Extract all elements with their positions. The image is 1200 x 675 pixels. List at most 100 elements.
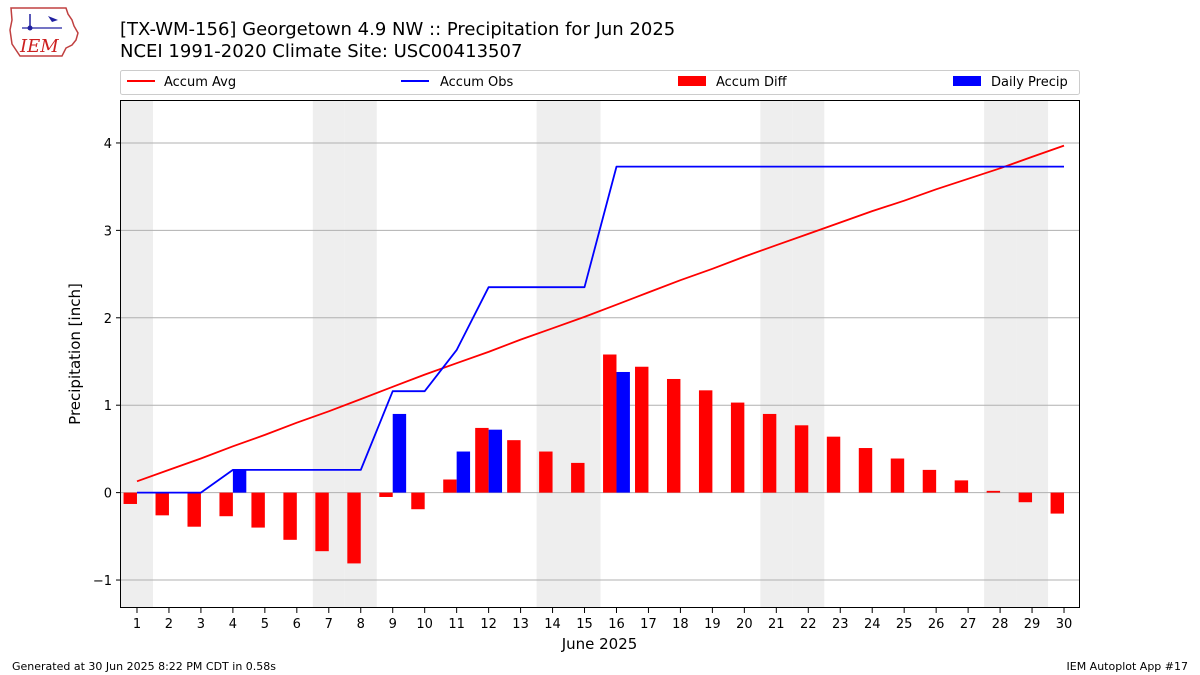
y-axis-ticks: −1 0 1 2 3 4: [93, 137, 121, 589]
accum-diff-bar-day-11: [443, 479, 457, 493]
x-tick-label-20: 20: [736, 617, 753, 632]
accum-diff-bar-day-5: [251, 492, 265, 528]
accum-diff-bar-day-26: [922, 469, 937, 493]
x-tick-label-28: 28: [992, 617, 1009, 632]
accum-diff-bar-day-13: [507, 440, 521, 493]
x-tick-label-16: 16: [608, 617, 625, 632]
daily-precip-bar-day-16: [616, 371, 630, 493]
bars: [123, 354, 1065, 564]
x-tick-label-9: 9: [389, 617, 397, 632]
legend-label-accum-diff: Accum Diff: [716, 75, 788, 90]
x-tick-label-26: 26: [928, 617, 945, 632]
x-tick-label-14: 14: [544, 617, 561, 632]
legend-label-accum-avg: Accum Avg: [164, 75, 236, 90]
accum-diff-bar-day-2: [155, 492, 169, 516]
y-tick-label-1: 0: [104, 487, 112, 502]
daily-precip-bar-day-11: [456, 451, 471, 493]
x-axis-ticks: 1 2 3 4 5 6 7 8 9 10 11 12 13 14 15 16 17 18 19 20 21 22 23 24 2…: [133, 608, 1072, 632]
accum-diff-bar-day-25: [890, 458, 905, 493]
accum-diff-bar-day-10: [411, 492, 425, 510]
accum-diff-bar-day-21: [762, 413, 777, 493]
accum-diff-bar-day-9: [379, 492, 393, 497]
daily-precip-bar-day-9: [392, 413, 407, 493]
lines: [136, 144, 1065, 494]
x-tick-label-29: 29: [1024, 617, 1041, 632]
accum-diff-bar-day-15: [571, 462, 585, 493]
weekend-band-day-15: [568, 101, 601, 608]
x-tick-label-6: 6: [293, 617, 301, 632]
accum-diff-bar-day-17: [635, 366, 649, 493]
accum-diff-bar-day-8: [347, 492, 361, 564]
accum-diff-bar-day-7: [315, 492, 329, 552]
accum-diff-bar-day-14: [539, 451, 553, 493]
weekend-band-day-21: [760, 101, 793, 608]
x-tick-label-22: 22: [800, 617, 817, 632]
accum-avg-line: [136, 144, 1065, 483]
y-gridlines: [121, 142, 1080, 581]
accum-diff-bar-day-20: [730, 402, 745, 493]
y-tick-label-0: −1: [93, 574, 112, 589]
accum-diff-bar-day-29: [1018, 492, 1033, 503]
weekend-band-day-1: [121, 101, 153, 608]
x-tick-label-13: 13: [512, 617, 529, 632]
legend-swatch-daily-precip: [953, 76, 981, 86]
x-tick-label-7: 7: [325, 617, 333, 632]
accum-diff-bar-day-27: [954, 480, 969, 493]
x-tick-label-21: 21: [768, 617, 785, 632]
x-tick-label-23: 23: [832, 617, 849, 632]
accum-diff-bar-day-1: [123, 492, 137, 504]
daily-precip-bar-day-4: [232, 469, 247, 493]
x-tick-label-10: 10: [416, 617, 433, 632]
weekend-shading: [121, 101, 1049, 608]
x-tick-label-24: 24: [864, 617, 881, 632]
y-tick-label-3: 2: [104, 312, 112, 327]
x-tick-label-19: 19: [704, 617, 721, 632]
accum-diff-bar-day-28: [986, 490, 1001, 493]
y-axis-label: Precipitation [inch]: [66, 283, 84, 425]
weekend-band-day-14: [536, 101, 569, 608]
accum-diff-bar-day-4: [219, 492, 233, 517]
accum-diff-bar-day-22: [794, 425, 809, 493]
legend-swatch-accum-diff: [678, 76, 706, 86]
weekend-band-day-29: [1016, 101, 1049, 608]
iem-logo: IEM: [9, 7, 79, 57]
weekend-band-day-22: [792, 101, 825, 608]
x-tick-label-15: 15: [576, 617, 593, 632]
accum-diff-bar-day-3: [187, 492, 201, 527]
x-tick-label-12: 12: [480, 617, 497, 632]
accum-diff-bar-day-6: [283, 492, 297, 540]
x-tick-label-27: 27: [960, 617, 977, 632]
plot-frame: [120, 100, 1080, 608]
x-tick-label-1: 1: [133, 617, 141, 632]
x-tick-label-3: 3: [197, 617, 205, 632]
chart-title: [TX-WM-156] Georgetown 4.9 NW :: Precipi…: [120, 19, 675, 40]
x-tick-label-17: 17: [640, 617, 657, 632]
y-tick-label-4: 3: [104, 224, 112, 239]
x-tick-label-25: 25: [896, 617, 913, 632]
x-tick-label-4: 4: [229, 617, 237, 632]
accum-diff-bar-day-19: [698, 390, 713, 493]
x-tick-label-18: 18: [672, 617, 689, 632]
y-tick-label-2: 1: [104, 399, 112, 414]
x-tick-label-8: 8: [357, 617, 365, 632]
accum-diff-bar-day-23: [826, 436, 841, 493]
logo-text: IEM: [19, 36, 59, 57]
iowa-state-outline-icon: [9, 7, 79, 57]
daily-precip-bar-day-12: [488, 429, 503, 493]
legend-frame: [120, 70, 1080, 95]
x-axis-label: June 2025: [561, 635, 638, 653]
legend-label-accum-obs: Accum Obs: [440, 75, 513, 90]
legend: Accum Avg Accum Obs Accum Diff Daily Pre…: [120, 70, 1080, 95]
y-tick-label-5: 4: [104, 137, 112, 152]
weekend-band-day-28: [984, 101, 1017, 608]
x-tick-label-30: 30: [1056, 617, 1073, 632]
accum-diff-bar-day-16: [603, 354, 617, 493]
x-tick-label-2: 2: [165, 617, 173, 632]
accum-diff-bar-day-12: [475, 427, 489, 493]
accum-diff-bar-day-30: [1050, 492, 1065, 514]
accum-obs-line: [137, 165, 1064, 494]
x-tick-label-11: 11: [448, 617, 465, 632]
accum-diff-bar-day-18: [666, 378, 681, 493]
autoplot-app-label: IEM Autoplot App #17: [1067, 660, 1189, 673]
